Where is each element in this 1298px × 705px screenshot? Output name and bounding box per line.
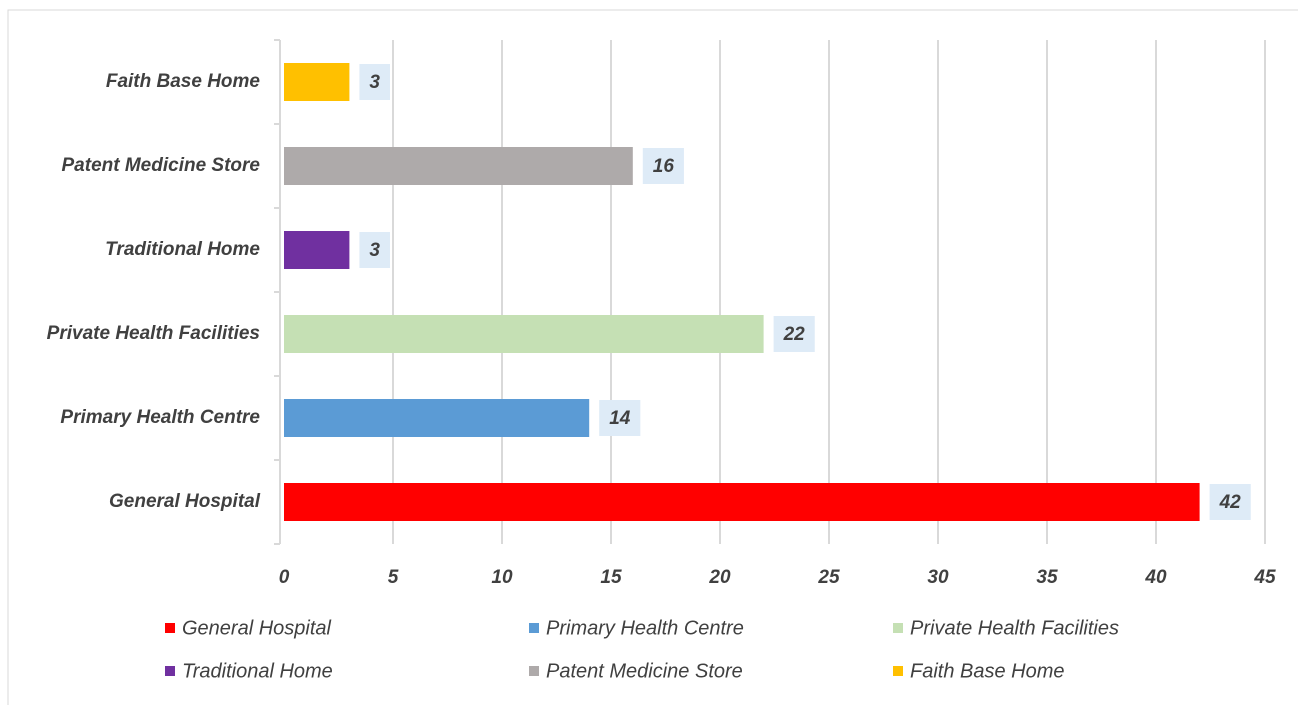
x-tick-label: 25 [817, 567, 840, 588]
bar [284, 483, 1200, 521]
legend-swatch [893, 623, 903, 633]
data-label-bg [773, 316, 815, 352]
x-tick-label: 0 [279, 567, 290, 588]
legend-label: General Hospital [182, 617, 332, 639]
legend-swatch [529, 666, 539, 676]
y-tick-label: Patent Medicine Store [62, 155, 261, 176]
data-label-bg [359, 232, 390, 268]
x-tick-label: 40 [1144, 567, 1167, 588]
legend-label: Faith Base Home [910, 660, 1065, 682]
bar [284, 231, 350, 269]
x-tick-label: 5 [388, 567, 399, 588]
x-tick-label: 15 [600, 567, 622, 588]
y-tick-label: Faith Base Home [106, 71, 261, 92]
y-tick-label: General Hospital [109, 491, 261, 512]
legend-swatch [893, 666, 903, 676]
legend-label: Traditional Home [182, 660, 333, 682]
x-tick-label: 20 [708, 567, 731, 588]
data-label-bg [599, 400, 641, 436]
data-label: 22 [783, 324, 806, 345]
bar [284, 399, 590, 437]
x-tick-label: 30 [927, 567, 949, 588]
legend-label: Private Health Facilities [910, 617, 1119, 639]
bar [284, 147, 633, 185]
chart-frame [7, 9, 1298, 705]
legend-swatch [165, 666, 175, 676]
data-label: 14 [609, 408, 631, 429]
x-tick-label: 45 [1253, 567, 1276, 588]
data-label-bg [359, 64, 390, 100]
legend-label: Patent Medicine Store [546, 660, 743, 682]
y-tick-label: Primary Health Centre [60, 407, 260, 428]
legend-swatch [165, 623, 175, 633]
x-tick-label: 10 [491, 567, 513, 588]
data-label: 42 [1219, 492, 1242, 513]
data-label: 3 [369, 240, 380, 261]
data-label: 3 [369, 72, 380, 93]
bar [284, 63, 350, 101]
y-tick-label: Traditional Home [105, 239, 260, 260]
data-label-bg [642, 148, 684, 184]
legend-label: Primary Health Centre [546, 617, 744, 639]
x-tick-label: 35 [1036, 567, 1058, 588]
data-label: 16 [653, 156, 675, 177]
legend-swatch [529, 623, 539, 633]
bar [284, 315, 764, 353]
y-tick-label: Private Health Facilities [47, 323, 260, 344]
data-label-bg [1209, 484, 1251, 520]
